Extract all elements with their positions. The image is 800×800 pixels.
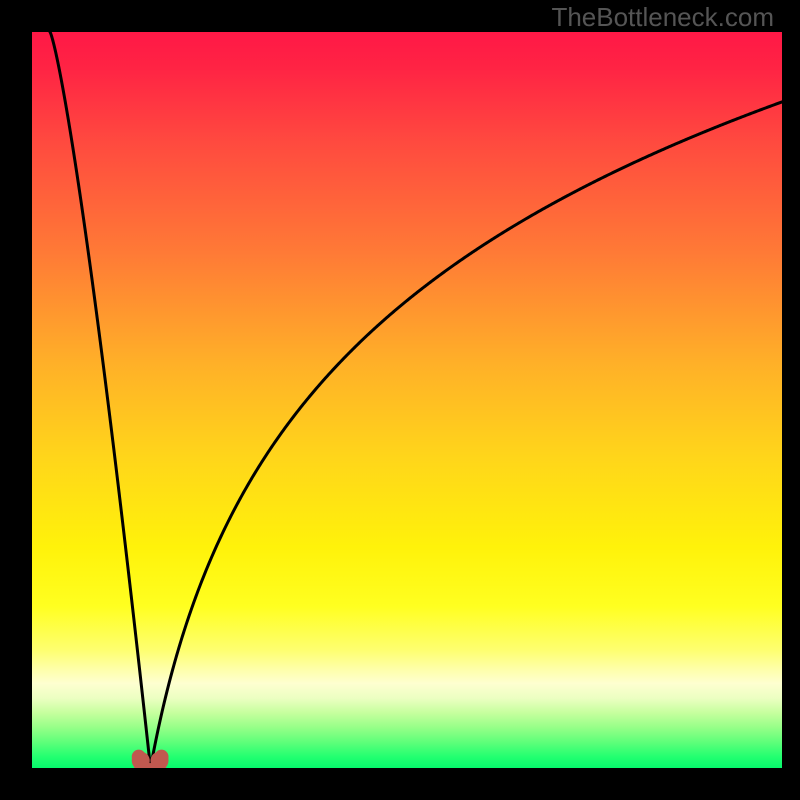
chart-svg — [32, 32, 782, 768]
background-gradient — [32, 32, 782, 768]
chart-plot-area — [32, 32, 782, 768]
watermark-text: TheBottleneck.com — [551, 2, 774, 33]
